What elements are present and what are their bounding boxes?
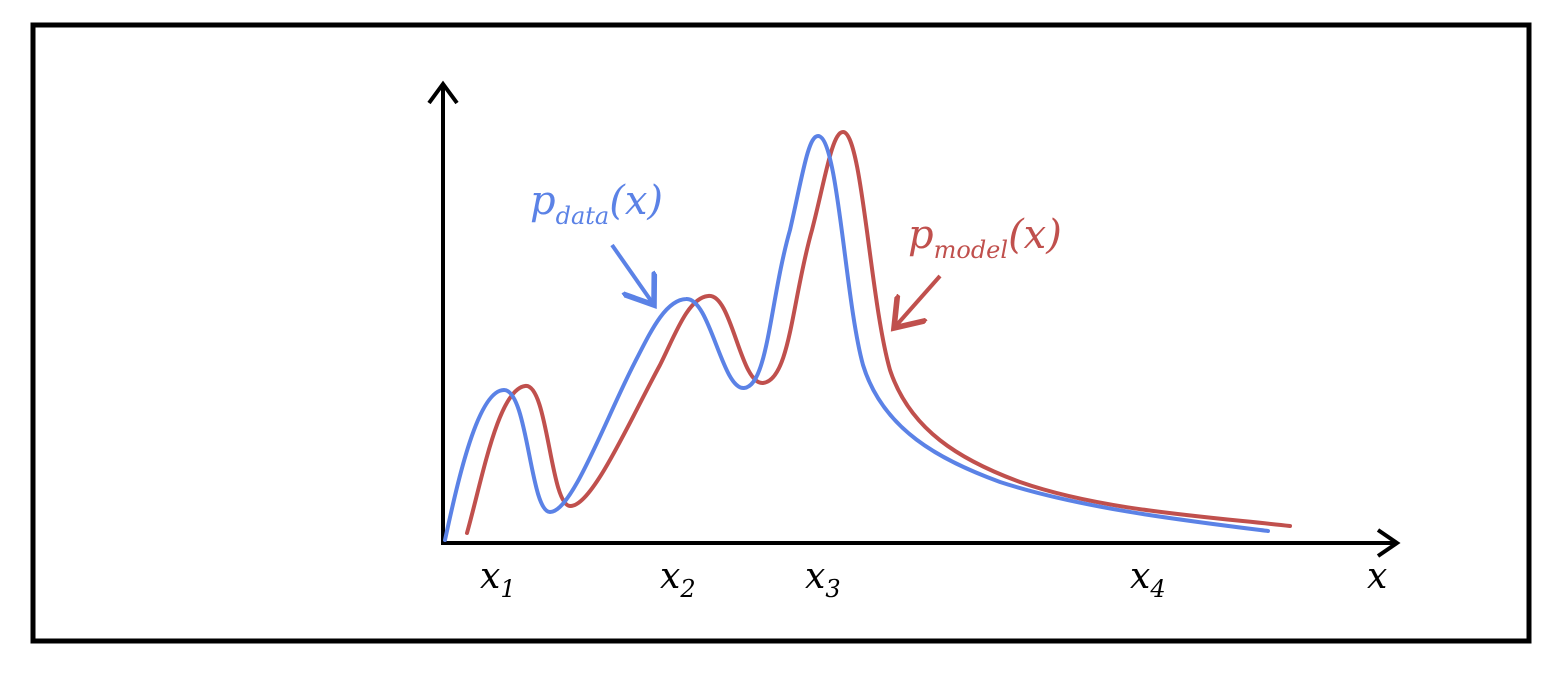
p-data-pointer-arrow xyxy=(610,243,654,305)
tick-label-x2: x2 xyxy=(660,556,696,603)
tick-label-x3: x3 xyxy=(805,556,841,603)
p-model-pointer-arrow xyxy=(894,274,942,328)
tick-label-x1: x1 xyxy=(480,556,516,603)
diagram-frame xyxy=(30,22,1532,644)
x-axis-label: x xyxy=(1367,556,1387,597)
y-axis-arrowhead xyxy=(427,80,459,105)
p-model-curve xyxy=(465,129,1292,535)
p-data-label: pdata(x) xyxy=(530,178,663,230)
p-model-label: pmodel(x) xyxy=(908,212,1062,264)
tick-label-x4: x4 xyxy=(1130,556,1166,603)
p-data-curve xyxy=(443,133,1270,542)
x-axis-arrowhead xyxy=(1376,528,1401,558)
